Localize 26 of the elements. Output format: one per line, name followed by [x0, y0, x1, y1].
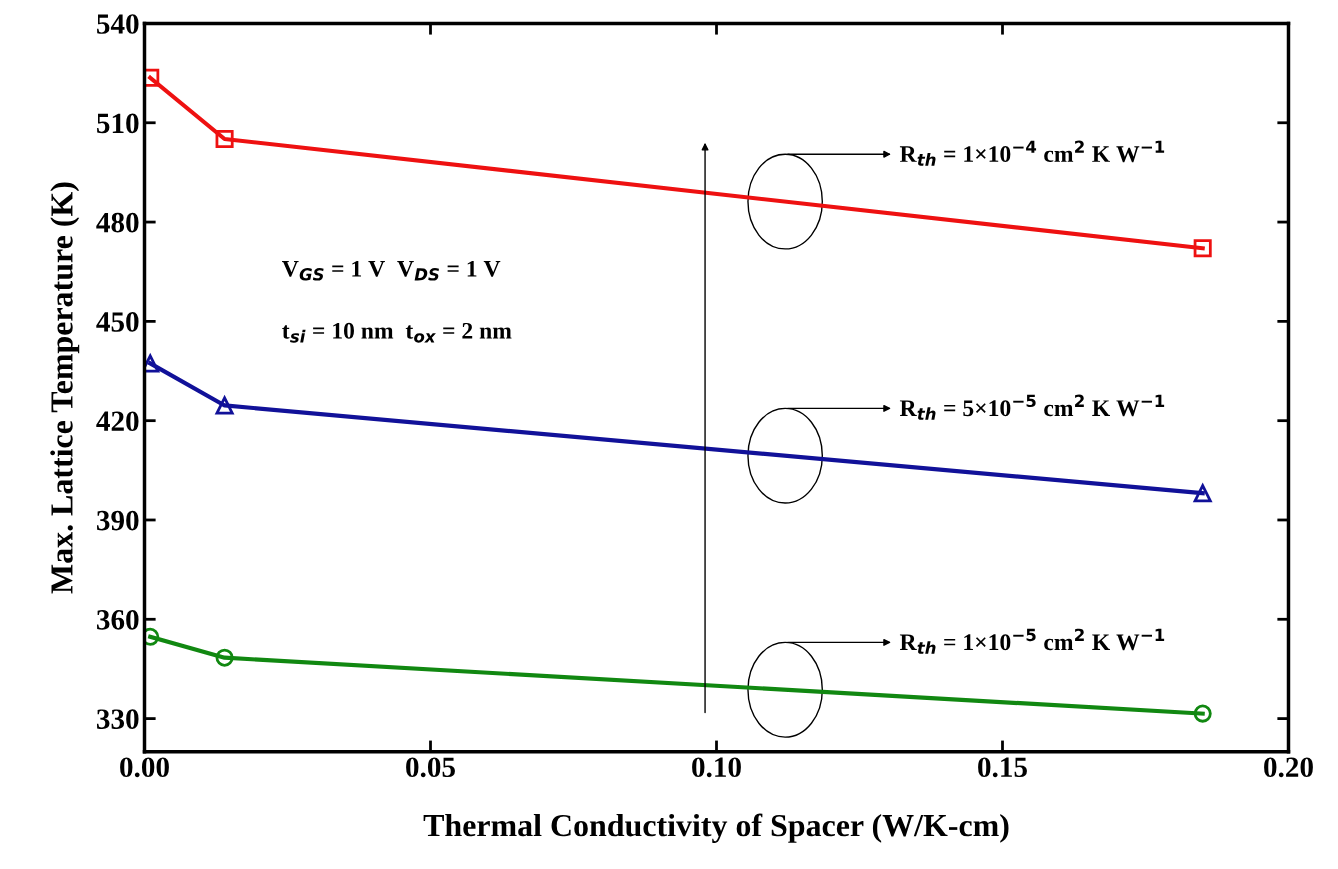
point [215, 129, 234, 149]
x-tick-label: 0.00 [120, 757, 169, 778]
y-tick-label: 510 [97, 113, 139, 134]
series-label: R$_{th}$ = 5×10$^{−5}$ cm$^{2}$ K W$^{−1}$ [899, 394, 1165, 420]
y-tick-label: 540 [97, 14, 139, 34]
x-tick-label: 0.10 [692, 757, 741, 778]
y-tick-label: 420 [96, 411, 139, 432]
y-tick-label: 450 [96, 312, 139, 332]
point [1193, 239, 1212, 258]
point [215, 396, 234, 415]
point [1193, 484, 1212, 503]
annotation: t$_{si}$ = 10 nm t$_{ox}$ = 2 nm [282, 322, 512, 343]
annotation: V$_{GS}$ = 1 V V$_{DS}$ = 1 V [282, 260, 501, 281]
point [1193, 704, 1212, 723]
y-tick-label: 390 [96, 510, 139, 531]
y-tick-label: 480 [96, 212, 139, 233]
y-tick-label: 330 [96, 709, 139, 729]
point [215, 648, 234, 667]
series-label: R$_{th}$ = 1×10$^{−5}$ cm$^{2}$ K W$^{−1}$ [899, 628, 1165, 654]
x-tick-label: 0.20 [1264, 757, 1313, 778]
x-tick-label: 0.15 [978, 757, 1027, 778]
text: R$_{th}$ = 1×10$^{−4}$ cm$^{2}$ K W$^{−1}$ [899, 140, 1165, 166]
y-axis-title: Max. Lattice Temperature (K) [50, 182, 80, 594]
x-tick-label: 0.05 [406, 757, 455, 778]
y-tick-label: 360 [96, 610, 139, 630]
x-axis-title: Thermal Conductivity of Spacer (W/K-cm) [423, 813, 1009, 843]
